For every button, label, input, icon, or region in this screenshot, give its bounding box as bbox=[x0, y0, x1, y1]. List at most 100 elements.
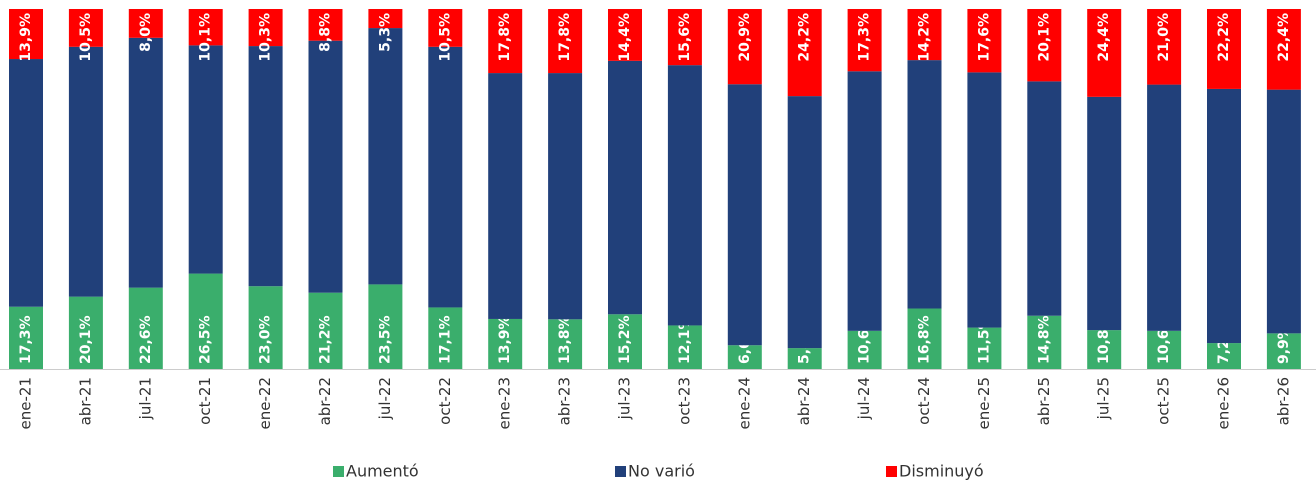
bar-segment bbox=[847, 71, 882, 331]
value-label: 17,3% bbox=[18, 315, 34, 364]
legend-label: No varió bbox=[628, 462, 695, 481]
x-tick-label: ene-24 bbox=[735, 377, 753, 429]
value-label: 17,8% bbox=[497, 13, 513, 62]
x-tick-label: abr-24 bbox=[795, 377, 813, 425]
value-label: 20,9% bbox=[737, 13, 753, 62]
bar-segment bbox=[1087, 330, 1122, 369]
value-label: 26,5% bbox=[198, 315, 214, 364]
x-tick-label: jul-22 bbox=[376, 377, 394, 420]
value-label: 22,2% bbox=[1216, 13, 1232, 62]
bar-segment bbox=[368, 284, 403, 369]
bar-segment bbox=[1147, 9, 1182, 85]
value-label: 14,2% bbox=[917, 13, 933, 62]
bar-segment bbox=[368, 9, 403, 29]
legend-label: Disminuyó bbox=[899, 462, 984, 481]
value-label: 21,2% bbox=[318, 315, 334, 364]
x-tick-label: abr-26 bbox=[1274, 377, 1292, 425]
value-label: 23,5% bbox=[377, 315, 393, 364]
bar-segment bbox=[548, 319, 583, 369]
bar-segment bbox=[1147, 84, 1182, 331]
bar-segment bbox=[308, 292, 343, 369]
value-label: 13,9% bbox=[497, 315, 513, 364]
legend-label: Aumentó bbox=[346, 462, 419, 481]
bar-segment bbox=[1207, 9, 1241, 89]
bar-segment bbox=[847, 330, 882, 369]
value-label: 5,3% bbox=[377, 13, 393, 52]
value-label: 8,8% bbox=[318, 13, 334, 52]
x-tick-label: jul-21 bbox=[136, 377, 154, 420]
value-label: 12,1% bbox=[677, 315, 693, 364]
bar-segment bbox=[847, 9, 882, 72]
bar-segment bbox=[1266, 333, 1301, 369]
bar-segment bbox=[1147, 330, 1182, 369]
bar-segment bbox=[608, 9, 642, 61]
x-tick-label: oct-25 bbox=[1155, 377, 1173, 425]
bar-segment bbox=[787, 348, 822, 369]
value-label: 15,2% bbox=[617, 315, 633, 364]
bar-segment bbox=[727, 345, 762, 369]
bar-segment bbox=[128, 37, 163, 288]
x-tick-label: jul-25 bbox=[1095, 377, 1113, 420]
x-tick-label: oct-23 bbox=[675, 377, 693, 425]
bar-segment bbox=[727, 9, 762, 85]
value-label: 10,5% bbox=[437, 13, 453, 62]
bar-segment bbox=[488, 73, 523, 319]
value-label: 17,6% bbox=[976, 13, 992, 62]
bar-segment bbox=[68, 9, 103, 47]
bar-segment bbox=[1087, 96, 1122, 331]
value-label: 13,9% bbox=[18, 13, 34, 62]
value-label: 23,0% bbox=[258, 315, 274, 364]
bar-segment bbox=[428, 46, 463, 308]
value-label: 22,4% bbox=[1276, 13, 1292, 62]
bar-segment bbox=[727, 84, 762, 346]
bar-segment bbox=[308, 9, 343, 41]
bar-segment bbox=[488, 9, 523, 74]
x-tick-label: ene-21 bbox=[17, 377, 35, 429]
bar-segment bbox=[248, 9, 283, 47]
bar-segment bbox=[667, 65, 702, 326]
bar-segment bbox=[548, 73, 583, 320]
bar-segment bbox=[488, 318, 523, 369]
x-tick-label: abr-25 bbox=[1035, 377, 1053, 425]
legend-swatch bbox=[886, 466, 897, 477]
bar-segment bbox=[9, 59, 43, 307]
bar-segment bbox=[308, 40, 343, 293]
x-tick-label: oct-21 bbox=[196, 377, 214, 425]
value-label: 10,3% bbox=[258, 13, 274, 62]
value-label: 17,8% bbox=[557, 13, 573, 62]
legend-swatch bbox=[333, 466, 344, 477]
bar-segment bbox=[608, 314, 642, 369]
value-label: 14,4% bbox=[617, 13, 633, 62]
bar-segment bbox=[967, 327, 1002, 369]
bar-segment bbox=[9, 9, 43, 60]
bar-segment bbox=[1027, 315, 1062, 369]
value-label: 24,2% bbox=[797, 13, 813, 62]
x-tick-label: abr-23 bbox=[556, 377, 574, 425]
value-label: 13,8% bbox=[557, 315, 573, 364]
value-label: 17,1% bbox=[437, 315, 453, 364]
bar-segment bbox=[128, 287, 163, 369]
bar-segment bbox=[68, 46, 103, 297]
bar-segment bbox=[967, 9, 1002, 73]
bar-segment bbox=[9, 306, 43, 369]
bar-segment bbox=[907, 9, 942, 61]
value-label: 24,4% bbox=[1096, 13, 1112, 62]
bar-segment bbox=[188, 273, 223, 369]
value-label: 16,8% bbox=[917, 315, 933, 364]
bar-segment bbox=[428, 307, 463, 369]
value-label: 9,9% bbox=[1276, 325, 1292, 364]
value-label: 15,6% bbox=[677, 13, 693, 62]
value-label: 21,0% bbox=[1156, 13, 1172, 62]
bar-segment bbox=[667, 325, 702, 369]
bar-segment bbox=[128, 9, 163, 38]
x-tick-label: abr-22 bbox=[316, 377, 334, 425]
bar-segment bbox=[248, 286, 283, 369]
value-label: 20,1% bbox=[1036, 13, 1052, 62]
bar-segment bbox=[428, 9, 463, 47]
value-label: 22,6% bbox=[138, 315, 154, 364]
bar-segment bbox=[1266, 89, 1301, 334]
bar-segment bbox=[1027, 9, 1062, 82]
bar-segment bbox=[1266, 9, 1301, 90]
x-tick-label: jul-23 bbox=[616, 377, 634, 420]
